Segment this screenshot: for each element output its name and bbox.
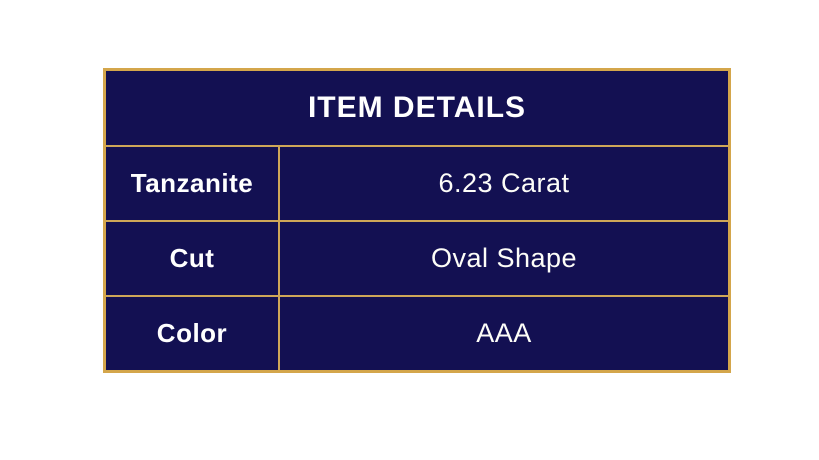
row-tanzanite-label: Tanzanite: [130, 168, 254, 198]
row-color-label-cell: Color: [106, 297, 278, 370]
row-tanzanite-value: 6.23 Carat: [438, 168, 570, 198]
row-tanzanite-label-cell: Tanzanite: [106, 147, 278, 220]
table-header-cell: ITEM DETAILS: [106, 71, 728, 145]
item-details-table: ITEM DETAILS Tanzanite 6.23 Carat Cut Ov…: [103, 68, 731, 373]
row-color-value: AAA: [476, 318, 532, 348]
row-color-value-cell: AAA: [280, 297, 728, 370]
row-tanzanite-value-cell: 6.23 Carat: [280, 147, 728, 220]
row-cut-value-cell: Oval Shape: [280, 222, 728, 295]
row-cut-label: Cut: [169, 243, 215, 273]
row-color-label: Color: [156, 318, 228, 348]
table-title: ITEM DETAILS: [307, 91, 527, 124]
row-cut-label-cell: Cut: [106, 222, 278, 295]
row-cut-value: Oval Shape: [430, 243, 578, 273]
